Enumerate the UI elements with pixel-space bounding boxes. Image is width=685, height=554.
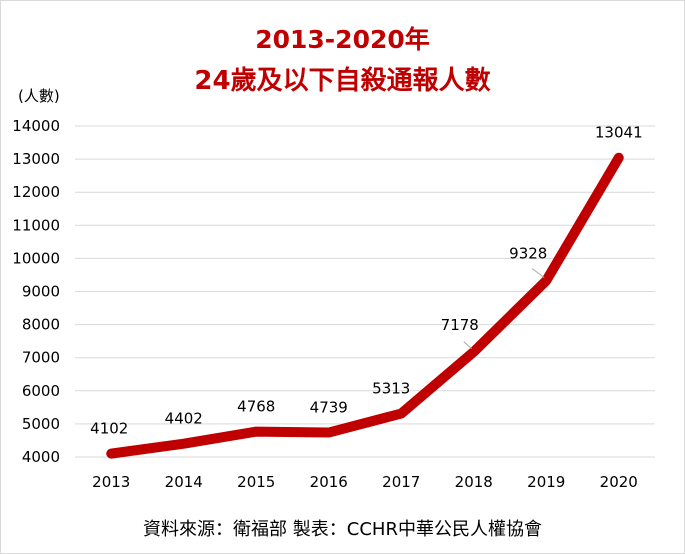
data-point [255, 430, 258, 433]
chart-subtitle: 24歲及以下自殺通報人數 [194, 66, 491, 96]
data-label: 4768 [237, 398, 275, 416]
label-leader-line [531, 268, 545, 279]
y-tick-label: 13000 [12, 150, 60, 168]
data-label: 9328 [509, 245, 547, 263]
data-point [545, 279, 548, 282]
y-tick-label: 11000 [12, 216, 60, 234]
x-tick-label: 2014 [165, 473, 203, 491]
data-label: 13041 [595, 124, 643, 142]
x-tick-label: 2018 [455, 473, 493, 491]
data-point [327, 431, 330, 434]
y-tick-label: 4000 [22, 448, 60, 466]
x-tick-label: 2017 [382, 473, 420, 491]
data-point [617, 156, 620, 159]
x-tick-label: 2013 [92, 473, 130, 491]
data-point [110, 452, 113, 455]
y-tick-label: 12000 [12, 183, 60, 201]
label-leader-line [463, 341, 473, 350]
y-tick-label: 9000 [22, 283, 60, 301]
data-label: 4402 [165, 410, 203, 428]
x-tick-label: 2015 [237, 473, 275, 491]
chart-title: 2013-2020年 [255, 25, 430, 54]
data-label: 7178 [441, 316, 479, 334]
data-point [182, 442, 185, 445]
y-tick-label: 8000 [22, 316, 60, 334]
y-tick-label: 10000 [12, 249, 60, 267]
data-label: 4739 [310, 399, 348, 417]
source-note: 資料來源：衛福部 製表：CCHR中華公民人權協會 [143, 519, 542, 540]
y-axis-unit-label: (人數) [18, 87, 60, 105]
y-tick-label: 7000 [22, 349, 60, 367]
data-label: 5313 [372, 380, 410, 398]
y-tick-label: 6000 [22, 382, 60, 400]
data-label: 4102 [90, 420, 128, 438]
data-point [400, 412, 403, 415]
x-tick-label: 2016 [310, 473, 348, 491]
x-tick-label: 2019 [527, 473, 565, 491]
series-line [106, 152, 624, 459]
y-tick-label: 14000 [12, 117, 60, 135]
x-tick-label: 2020 [600, 473, 638, 491]
data-point [472, 350, 475, 353]
y-tick-label: 5000 [22, 415, 60, 433]
